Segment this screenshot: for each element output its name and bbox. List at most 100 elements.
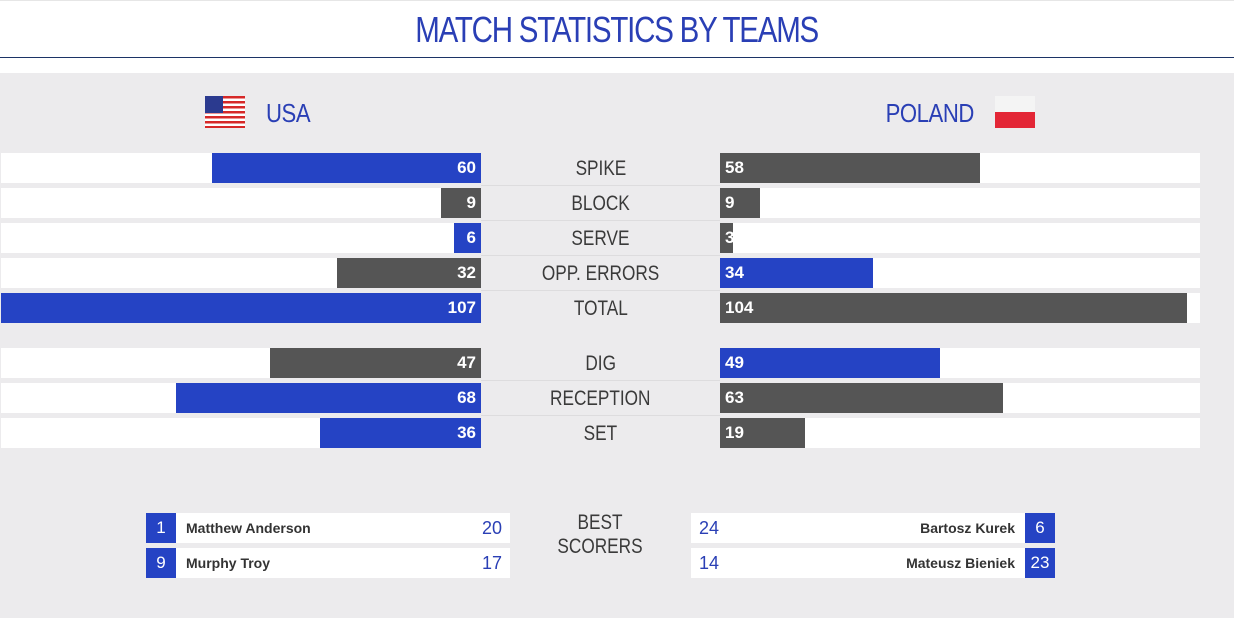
stat-label: SERVE: [481, 223, 720, 253]
track-right: 63: [720, 383, 1200, 413]
stat-label-text: BLOCK: [571, 192, 630, 215]
stat-label-text: RECEPTION: [550, 387, 651, 410]
track-left: 36: [1, 418, 481, 448]
value-usa: 36: [457, 423, 476, 442]
stat-label: DIG: [481, 348, 720, 378]
stat-label-text: DIG: [585, 352, 616, 375]
usa-flag-icon: [205, 96, 245, 129]
player-points: 14: [699, 553, 720, 573]
track-right: 34: [720, 258, 1200, 288]
player-number: 9: [146, 548, 176, 578]
track-right: 58: [720, 153, 1200, 183]
team-left-name: USA: [265, 98, 311, 128]
stat-label-text: SET: [583, 422, 618, 445]
track-left: 107: [1, 293, 481, 323]
scorer-body: Matthew Anderson 20: [176, 513, 510, 543]
stat-label-text: SPIKE: [575, 157, 626, 180]
stat-label-text: TOTAL: [573, 297, 628, 320]
player-name: Murphy Troy: [186, 555, 271, 571]
stat-label: SPIKE: [481, 153, 720, 183]
value-usa: 107: [447, 298, 476, 317]
player-name: Matthew Anderson: [186, 520, 311, 536]
bar-poland: 58: [720, 153, 980, 183]
stat-label: RECEPTION: [481, 383, 720, 413]
track-left: 60: [1, 153, 481, 183]
row-divider: [481, 220, 720, 221]
stat-row-reception: 68 RECEPTION 63: [0, 383, 1234, 416]
value-poland: 49: [725, 353, 744, 372]
bar-usa: 9: [441, 188, 481, 218]
scorer-body: 24 Bartosz Kurek: [691, 513, 1025, 543]
stat-row-total: 107 TOTAL 104: [0, 293, 1234, 323]
bar-usa: 32: [337, 258, 481, 288]
value-poland: 3: [725, 228, 735, 247]
value-usa: 9: [466, 193, 476, 212]
stat-label: TOTAL: [481, 293, 720, 323]
player-number: 23: [1025, 548, 1055, 578]
stat-row-set: 36 SET 19: [0, 418, 1234, 448]
track-right: 3: [720, 223, 1200, 253]
bar-poland: 104: [720, 293, 1187, 323]
player-points: 24: [699, 518, 720, 538]
scorer-body: 14 Mateusz Bieniek: [691, 548, 1025, 578]
bar-poland: 19: [720, 418, 805, 448]
value-poland: 34: [725, 263, 744, 282]
value-usa: 68: [457, 388, 476, 407]
row-divider: [481, 185, 720, 186]
stat-label-text: OPP. ERRORS: [541, 262, 660, 285]
bar-usa: 47: [270, 348, 481, 378]
track-left: 9: [1, 188, 481, 218]
stat-row-dig: 47 DIG 49: [0, 348, 1234, 381]
value-usa: 6: [466, 228, 476, 247]
bar-poland: 34: [720, 258, 873, 288]
row-divider: [481, 415, 720, 416]
team-right-header: POLAND: [870, 95, 1035, 131]
player-name: Bartosz Kurek: [920, 520, 1015, 536]
scorer-usa: 9 Murphy Troy 17: [146, 548, 510, 578]
stat-row-spike: 60 SPIKE 58: [0, 153, 1234, 186]
stat-row-opp-errors: 32 OPP. ERRORS 34: [0, 258, 1234, 291]
best-scorers-label-text: BEST SCORERS: [557, 511, 643, 558]
value-poland: 19: [725, 423, 744, 442]
track-left: 68: [1, 383, 481, 413]
player-number: 1: [146, 513, 176, 543]
scorer-usa: 1 Matthew Anderson 20: [146, 513, 510, 543]
scorer-body: Murphy Troy 17: [176, 548, 510, 578]
value-usa: 32: [457, 263, 476, 282]
player-number: 6: [1025, 513, 1055, 543]
track-left: 6: [1, 223, 481, 253]
stat-label-text: SERVE: [571, 227, 630, 250]
value-poland: 58: [725, 158, 744, 177]
track-right: 49: [720, 348, 1200, 378]
value-poland: 104: [725, 298, 754, 317]
stat-label: SET: [481, 418, 720, 448]
stat-label: BLOCK: [481, 188, 720, 218]
track-left: 32: [1, 258, 481, 288]
stat-row-serve: 6 SERVE 3: [0, 223, 1234, 256]
team-left-header: USA: [205, 95, 318, 131]
track-right: 104: [720, 293, 1200, 323]
track-left: 47: [1, 348, 481, 378]
bar-poland: 9: [720, 188, 760, 218]
stat-label: OPP. ERRORS: [481, 258, 720, 288]
player-name: Mateusz Bieniek: [906, 555, 1015, 571]
team-right-name: POLAND: [885, 98, 975, 128]
bar-usa: 36: [320, 418, 481, 448]
track-right: 9: [720, 188, 1200, 218]
row-divider: [481, 380, 720, 381]
value-usa: 60: [457, 158, 476, 177]
best-scorers-label: BEST SCORERS: [520, 511, 680, 559]
bar-usa: 68: [176, 383, 481, 413]
value-poland: 9: [725, 193, 735, 212]
bar-poland: 49: [720, 348, 940, 378]
page-title-text: MATCH STATISTICS BY TEAMS: [415, 9, 820, 50]
value-poland: 63: [725, 388, 744, 407]
track-right: 19: [720, 418, 1200, 448]
scorer-poland: 14 Mateusz Bieniek 23: [691, 548, 1055, 578]
page-title: MATCH STATISTICS BY TEAMS: [0, 0, 1234, 58]
bar-usa: 107: [1, 293, 481, 323]
row-divider: [481, 290, 720, 291]
player-points: 17: [481, 553, 502, 573]
player-points: 20: [481, 518, 502, 538]
stat-row-block: 9 BLOCK 9: [0, 188, 1234, 221]
